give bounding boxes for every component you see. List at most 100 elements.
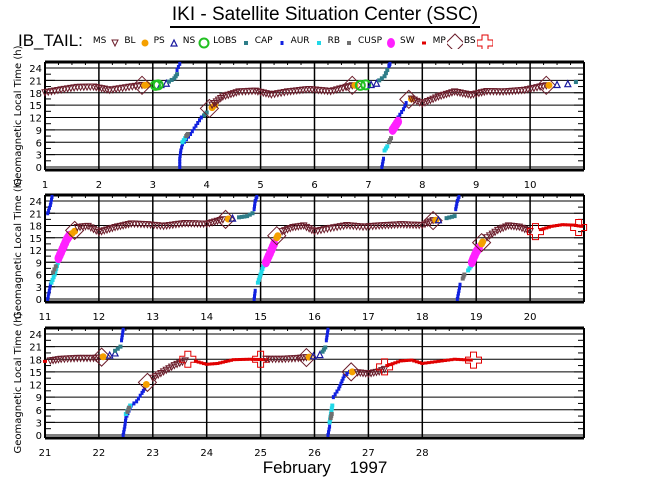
data-point-sw [220, 360, 225, 364]
data-point-ms [262, 90, 270, 98]
data-point-sw [442, 359, 447, 363]
legend-item-cusp: CUSP [358, 33, 400, 49]
triangle-up-icon [169, 38, 178, 47]
data-point-aur [466, 268, 471, 273]
data-point-cap [253, 288, 257, 293]
data-point-rb [387, 138, 392, 143]
data-point-lobs [250, 211, 255, 216]
y-tick-label: 0 [36, 163, 42, 174]
data-point-ms [456, 89, 464, 98]
x-axis-label: February 1997 [0, 458, 650, 478]
data-point-lobs [113, 348, 118, 353]
data-point-aur [128, 403, 133, 408]
legend-marker [198, 37, 210, 49]
data-point-ms [458, 90, 467, 98]
data-point-aur [382, 148, 387, 153]
legend-item-lobs: LOBS [213, 33, 255, 49]
data-point-cap [253, 199, 257, 203]
data-point-sw [231, 358, 236, 362]
y-tick-label: 0 [36, 295, 42, 306]
y-tick-label: 18 [29, 355, 42, 366]
x-tick-label: 1 [42, 180, 48, 191]
data-point-ms [259, 89, 268, 98]
y-tick-label: 18 [29, 89, 42, 100]
legend-item-cap: CAP [255, 33, 291, 49]
y-axis-label: Geomagnetic Local Time (h) [13, 178, 24, 319]
data-point-cap [50, 194, 54, 199]
data-point-sw [218, 361, 223, 365]
data-point-sw [565, 223, 570, 227]
data-point-ns [360, 79, 372, 91]
data-point-sw [423, 361, 428, 365]
data-point-cap [120, 338, 124, 343]
asterisk-icon [316, 41, 321, 45]
data-point-lobs [115, 346, 120, 351]
y-tick-label: 9 [36, 258, 42, 269]
data-point-cap [455, 297, 459, 301]
data-point-ms [483, 234, 491, 242]
data-point-ps [315, 350, 324, 359]
data-point-sw [393, 361, 398, 365]
legend-marker [446, 33, 463, 49]
y-tick-label: 6 [36, 138, 42, 149]
data-point-sw [247, 357, 252, 361]
data-point-ms [95, 84, 103, 93]
data-point-aur [383, 146, 388, 151]
legend-label: MS [92, 36, 107, 46]
x-tick-label: 25 [254, 448, 267, 459]
data-point-sw [579, 224, 584, 228]
data-point-ms [491, 228, 499, 237]
data-point-ms [320, 226, 329, 234]
data-point-cap [121, 433, 125, 437]
data-point-ps [372, 78, 381, 87]
data-point-lobs [242, 214, 247, 219]
data-point-aur [181, 138, 186, 143]
data-point-ms [87, 224, 95, 232]
x-tick-label: 27 [362, 448, 375, 459]
legend-item-bl: BL [124, 33, 153, 49]
data-point-lobs [247, 212, 252, 217]
data-point-aur [183, 136, 188, 141]
x-tick-label: 15 [254, 312, 267, 323]
data-point-sw [387, 363, 392, 367]
legend-marker [347, 41, 351, 45]
data-point-cap [141, 388, 145, 393]
data-point-ms [461, 90, 470, 99]
data-point-bl [545, 81, 553, 89]
data-point-sw [465, 358, 470, 362]
data-point-sw [436, 359, 441, 363]
data-point-sw [455, 357, 460, 361]
data-point-cap [252, 294, 256, 299]
data-point-cap [252, 204, 256, 209]
data-point-mp [341, 362, 361, 382]
data-point-cap [456, 291, 460, 296]
data-point-ms [515, 223, 524, 232]
x-tick-label: 5 [257, 180, 263, 191]
data-point-ms [92, 84, 101, 92]
data-point-ps [367, 80, 376, 89]
data-point-cap [135, 399, 139, 404]
data-point-sw [557, 223, 562, 227]
data-point-mp [536, 75, 556, 96]
data-point-rb [53, 264, 58, 269]
data-point-rb [185, 132, 190, 136]
data-point-cap [339, 381, 343, 386]
data-point-cap [178, 154, 182, 158]
legend-item-aur: AUR [291, 33, 328, 49]
data-point-aur [180, 140, 185, 145]
data-point-ms [317, 226, 325, 235]
data-point-lobs [118, 344, 123, 349]
data-point-cap [121, 327, 125, 332]
data-point-mp [64, 220, 85, 241]
data-point-ns [152, 79, 164, 91]
x-tick-label: 23 [146, 448, 159, 459]
x-tick-label: 26 [308, 448, 321, 459]
data-point-cap [403, 104, 407, 109]
data-point-cap [48, 203, 52, 208]
data-point-sw [552, 224, 557, 228]
data-point-rb [127, 405, 132, 410]
data-point-cap [180, 145, 184, 150]
x-tick-label: 3 [150, 180, 156, 191]
